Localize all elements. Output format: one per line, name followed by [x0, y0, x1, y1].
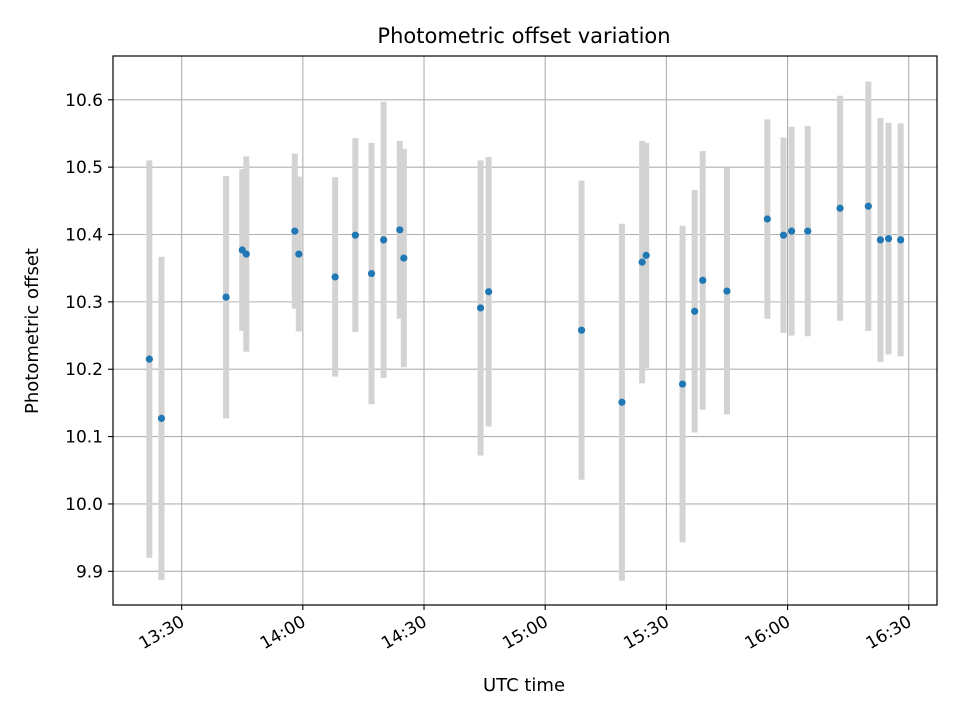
data-point	[836, 204, 844, 212]
y-tick-label: 10.4	[65, 226, 103, 246]
x-axis-label: UTC time	[483, 675, 565, 696]
data-point	[367, 269, 376, 278]
y-tick-label: 10.6	[65, 91, 103, 111]
data-point	[723, 287, 731, 295]
data-point	[699, 276, 707, 284]
data-point	[642, 251, 650, 259]
data-point	[876, 236, 885, 244]
data-point	[787, 227, 796, 235]
data-point	[577, 326, 586, 334]
data-points	[145, 202, 905, 423]
y-tick-label: 10.2	[65, 360, 103, 380]
data-point	[897, 236, 905, 244]
y-tick-label: 10.0	[65, 495, 103, 515]
data-point	[400, 254, 408, 262]
data-point	[351, 231, 359, 239]
data-point	[485, 288, 493, 296]
data-point	[145, 355, 153, 363]
data-point	[779, 231, 788, 239]
y-tick-label: 10.1	[65, 428, 103, 448]
y-tick-label: 10.5	[65, 158, 103, 178]
data-point	[691, 307, 699, 315]
y-tick-label: 9.9	[76, 562, 103, 582]
data-point	[638, 258, 646, 266]
data-point	[157, 414, 166, 423]
data-point	[884, 234, 893, 243]
data-point	[396, 226, 404, 234]
data-point	[864, 202, 872, 210]
data-point	[222, 293, 230, 301]
plot-frame	[112, 55, 938, 606]
data-point	[763, 215, 771, 223]
data-point	[804, 227, 812, 235]
y-axis-label: Photometric offset	[22, 248, 43, 414]
data-point	[678, 380, 687, 388]
grid	[113, 56, 937, 605]
data-point	[476, 304, 485, 312]
data-point	[380, 236, 388, 244]
y-tick-label: 10.3	[65, 293, 103, 313]
data-point	[618, 398, 626, 406]
data-point	[295, 250, 303, 258]
data-point	[242, 250, 250, 258]
chart-title: Photometric offset variation	[377, 24, 670, 48]
data-point	[331, 273, 339, 281]
data-point	[291, 227, 299, 235]
